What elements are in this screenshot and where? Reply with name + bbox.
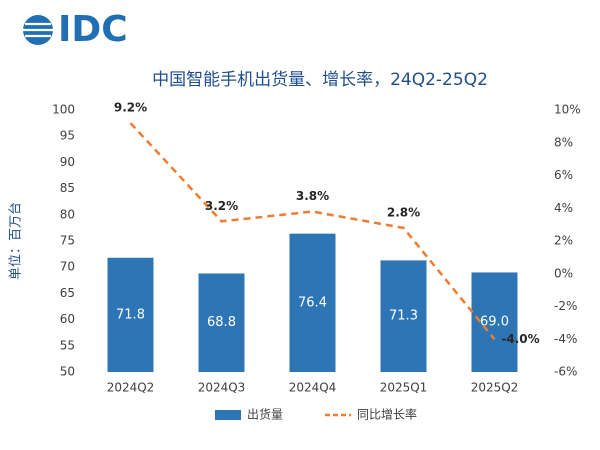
- legend-swatch: [215, 410, 241, 420]
- legend-label: 出货量: [247, 407, 283, 422]
- y-tick-label: 100: [52, 103, 75, 117]
- bar-value-label: 68.8: [207, 315, 236, 330]
- bar: [289, 233, 336, 372]
- y2-tick-label: 0%: [554, 266, 573, 280]
- logo: IDC: [23, 9, 128, 50]
- y2-tick-label: 2%: [554, 234, 573, 248]
- y-tick-label: 50: [60, 365, 75, 379]
- logo-text: IDC: [58, 9, 128, 50]
- x-tick-label: 2024Q4: [289, 381, 337, 395]
- line-value-label: -4.0%: [501, 332, 539, 346]
- line-value-label: 9.2%: [114, 101, 147, 115]
- bar-value-label: 71.3: [389, 309, 418, 324]
- y2-tick-label: 6%: [554, 168, 573, 182]
- bar: [198, 273, 245, 372]
- bar: [380, 260, 427, 372]
- y2-tick-label: 8%: [554, 135, 573, 149]
- x-tick-label: 2025Q1: [380, 381, 428, 395]
- y-tick-label: 90: [60, 155, 75, 169]
- y-tick-label: 75: [60, 234, 75, 248]
- growth-line: [129, 122, 496, 341]
- y-tick-label: 95: [60, 129, 75, 143]
- line-value-label: 3.2%: [205, 199, 238, 213]
- y2-tick-label: -6%: [554, 365, 577, 379]
- bar: [107, 257, 154, 372]
- x-tick-label: 2024Q2: [107, 381, 155, 395]
- bar-value-label: 69.0: [480, 315, 509, 330]
- y2-tick-label: -2%: [554, 299, 577, 313]
- y-tick-label: 55: [60, 338, 75, 352]
- y2-tick-label: -4%: [554, 332, 577, 346]
- y2-tick-label: 4%: [554, 201, 573, 215]
- y-tick-label: 70: [60, 260, 75, 274]
- chart-title: 中国智能手机出货量、增长率，24Q2-25Q2: [152, 70, 488, 90]
- y-tick-label: 80: [60, 207, 75, 221]
- y-tick-label: 65: [60, 286, 75, 300]
- x-tick-label: 2024Q3: [198, 381, 246, 395]
- x-tick-label: 2025Q2: [471, 381, 519, 395]
- y-axis-label: 单位：百万台: [9, 202, 24, 280]
- logo-globe-lines: [23, 22, 53, 38]
- bar-value-label: 71.8: [116, 307, 145, 322]
- line-value-label: 3.8%: [296, 189, 329, 203]
- y-tick-label: 85: [60, 181, 75, 195]
- y2-tick-label: 10%: [554, 103, 581, 117]
- bar-value-label: 76.4: [298, 295, 327, 310]
- y-tick-label: 60: [60, 312, 75, 326]
- line-value-label: 2.8%: [387, 205, 420, 219]
- legend-label: 同比增长率: [357, 407, 417, 422]
